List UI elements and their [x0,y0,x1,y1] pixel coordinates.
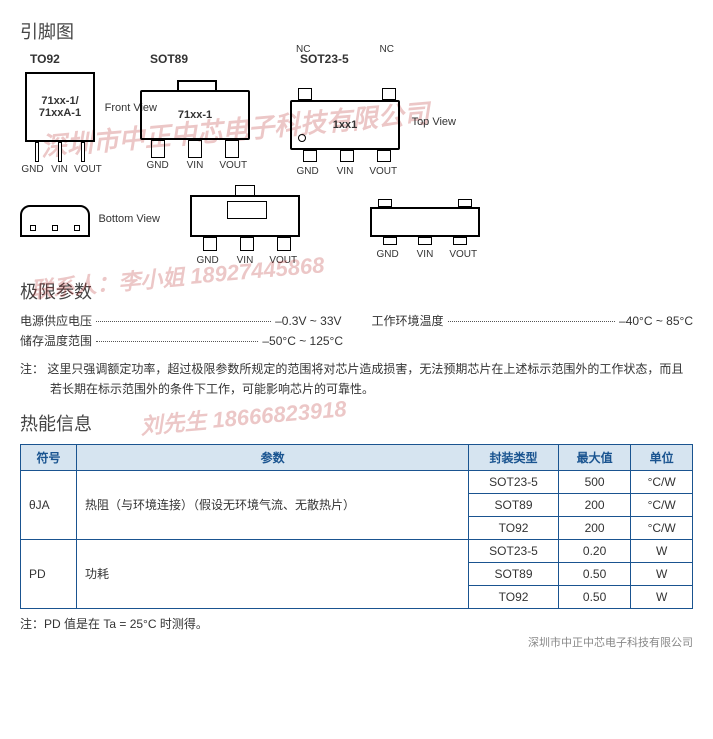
sot89-pin-labels: GND VIN VOUT [140,160,250,171]
limits-note: 注： 这里只强调额定功率，超过极限参数所规定的范围将对芯片造成损害，无法预期芯片… [20,359,693,400]
cell-unit: W [631,562,693,585]
cell-max: 200 [558,493,630,516]
sot89-pins [140,140,250,158]
to92-bottom-label: Bottom View [98,213,160,225]
pin-gnd: GND [295,166,321,177]
sot89-label: SOT89 [150,52,188,66]
section-title-thermal: 热能信息 [20,410,693,436]
pin-vin: VIN [332,166,358,177]
pinout-diagrams: TO92 71xx-1/ 71xxA-1 Front View GND VIN … [20,52,693,177]
section-title-pinout: 引脚图 [20,18,693,44]
table-row: PD 功耗 SOT23-5 0.20 W [21,539,693,562]
package-sot235: SOT23-5 NC NC 1xx1 Top View GND VIN VOUT [290,52,400,177]
pin-gnd: GND [20,164,45,175]
pin-vin: VIN [182,160,208,171]
cell-unit: °C/W [631,516,693,539]
cell-pkg: SOT89 [469,493,559,516]
operating-label: 工作环境温度 [372,312,444,329]
limits-row1: 电源供应电压 –0.3V ~ 33V 工作环境温度 –40°C ~ 85°C [20,312,693,329]
cell-pkg: SOT89 [469,562,559,585]
th-package: 封装类型 [469,444,559,470]
th-param: 参数 [77,444,469,470]
pin-vout: VOUT [269,255,295,266]
bottom-view-row: Bottom View GND VIN VOUT GND VIN VOUT [20,195,693,266]
cell-max: 0.50 [558,562,630,585]
cell-unit: W [631,539,693,562]
sot89-marking: 71xx-1 [178,109,212,121]
section-title-limits: 极限参数 [20,278,693,304]
sot235-bottom-view [370,207,480,237]
pin-gnd: GND [375,249,401,260]
copyright-text: 深圳市中正中芯电子科技有限公司 [20,634,693,650]
storage-value: –50°C ~ 125°C [262,334,343,348]
pin-vout: VOUT [74,164,100,175]
cell-unit: °C/W [631,493,693,516]
pin-vout: VOUT [219,160,245,171]
to92-front-view: 71xx-1/ 71xxA-1 [25,72,95,142]
thermal-table: 符号 参数 封装类型 最大值 单位 θJA 热阻（与环境连接）（假设无环境气流、… [20,444,693,609]
to92-pins [25,142,95,162]
thermal-footnote: 注：PD 值是在 Ta = 25°C 时测得。 [20,615,693,632]
pin-gnd: GND [195,255,221,266]
pin-vin: VIN [412,249,438,260]
table-row: θJA 热阻（与环境连接）（假设无环境气流、无散热片） SOT23-5 500 … [21,470,693,493]
pin-vout: VOUT [369,166,395,177]
pin-gnd: GND [145,160,171,171]
cell-pkg: SOT23-5 [469,470,559,493]
package-sot89: SOT89 71xx-1 GND VIN VOUT [140,52,250,177]
storage-label: 储存温度范围 [20,332,92,349]
th-symbol: 符号 [21,444,77,470]
sot235-marking: 1xx1 [333,119,357,131]
th-unit: 单位 [631,444,693,470]
package-to92: TO92 71xx-1/ 71xxA-1 Front View GND VIN … [20,52,100,177]
cell-pkg: TO92 [469,585,559,608]
sot89-bottom-pin-labels: GND VIN VOUT [190,255,300,266]
sot89-front-view: 71xx-1 [140,90,250,140]
sot235-top-view: 1xx1 [290,100,400,150]
to92-bottom-view [20,205,90,237]
cell-max: 0.20 [558,539,630,562]
supply-value: –0.3V ~ 33V [275,314,341,328]
sot89-bottom-view [190,195,300,237]
supply-label: 电源供应电压 [20,312,92,329]
pin-vout: VOUT [449,249,475,260]
pin-vin: VIN [232,255,258,266]
theta-symbol: θJA [21,470,77,539]
th-max: 最大值 [558,444,630,470]
to92-bottom-col: Bottom View [20,195,90,266]
cell-max: 200 [558,516,630,539]
theta-param: 热阻（与环境连接）（假设无环境气流、无散热片） [77,470,469,539]
to92-pin-labels: GND VIN VOUT [20,164,100,175]
to92-marking: 71xx-1/ 71xxA-1 [39,95,81,119]
nc-label: NC [296,44,310,55]
operating-value: –40°C ~ 85°C [619,314,693,328]
sot235-bottom-col: GND VIN VOUT [370,195,480,266]
sot235-bottom-pin-labels: GND VIN VOUT [370,249,480,260]
cell-unit: °C/W [631,470,693,493]
pin-vin: VIN [47,164,72,175]
sot235-nc-labels: NC NC [290,44,400,55]
pd-symbol: PD [21,539,77,608]
nc-label: NC [380,44,394,55]
limits-row2: 储存温度范围 –50°C ~ 125°C [20,332,693,349]
cell-pkg: SOT23-5 [469,539,559,562]
cell-unit: W [631,585,693,608]
to92-label: TO92 [30,52,60,66]
cell-max: 0.50 [558,585,630,608]
sot89-bottom-col: GND VIN VOUT [190,195,300,266]
cell-max: 500 [558,470,630,493]
sot235-pin-labels: GND VIN VOUT [290,166,400,177]
sot235-view-label: Top View [412,116,456,128]
cell-pkg: TO92 [469,516,559,539]
pd-param: 功耗 [77,539,469,608]
